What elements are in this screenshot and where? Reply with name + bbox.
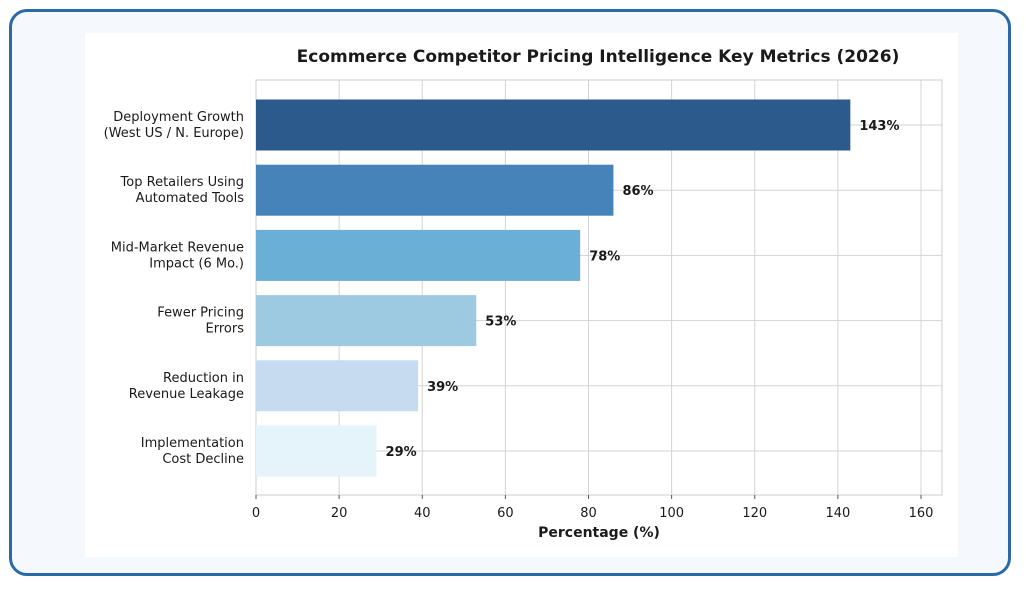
bar <box>256 99 851 151</box>
plot-area <box>255 79 943 496</box>
y-category-label-line: Top Retailers Using <box>120 175 244 190</box>
y-category-label-line: Automated Tools <box>136 191 245 206</box>
bar <box>256 295 477 347</box>
bar <box>256 229 581 281</box>
y-category-label-line: Revenue Leakage <box>129 387 244 402</box>
x-tick-label: 100 <box>659 506 684 521</box>
y-category-label: Top Retailers Using Automated Tools <box>120 175 245 206</box>
y-category-label: Fewer Pricing Errors <box>157 306 244 337</box>
y-category-label-line: Implementation <box>141 436 244 451</box>
bar-value-label: 78% <box>589 249 620 264</box>
x-tick-label: 80 <box>580 506 597 521</box>
y-category-label: Mid-Market Revenue Impact (6 Mo.) <box>111 240 244 271</box>
x-tick-label: 120 <box>742 506 767 521</box>
bar-value-label: 86% <box>622 184 653 199</box>
x-tick-label: 0 <box>252 506 260 521</box>
x-axis-label: Percentage (%) <box>538 525 660 541</box>
y-category-label: Implementation Cost Decline <box>141 436 244 467</box>
bar-value-label: 53% <box>485 315 516 330</box>
y-category-label: Reduction in Revenue Leakage <box>129 371 244 402</box>
bar <box>256 360 419 412</box>
x-tick-label: 160 <box>909 506 934 521</box>
bar <box>256 425 377 477</box>
bar-value-label: 29% <box>386 445 417 460</box>
x-tick-label: 20 <box>331 506 348 521</box>
bars: 143% 86% 78% 53% 39% 29% <box>256 99 900 477</box>
y-category-label-line: Impact (6 Mo.) <box>149 256 244 271</box>
x-tick-label: 140 <box>825 506 850 521</box>
x-tick-label: 40 <box>414 506 431 521</box>
y-category-label-line: Mid-Market Revenue <box>111 240 244 255</box>
y-category-label-line: Fewer Pricing <box>157 306 244 321</box>
bar-value-label: 143% <box>859 119 899 134</box>
x-axis-ticks: 0 20 40 60 80 100 120 140 160 <box>252 495 934 521</box>
chart-title: Ecommerce Competitor Pricing Intelligenc… <box>297 47 900 67</box>
y-category-label-line: (West US / N. Europe) <box>104 126 244 141</box>
x-tick-label: 60 <box>497 506 514 521</box>
y-category-label-line: Cost Decline <box>162 452 244 467</box>
y-category-label: Deployment Growth (West US / N. Europe) <box>104 110 244 141</box>
bar <box>256 164 614 216</box>
y-axis-labels: Deployment Growth (West US / N. Europe) To… <box>104 110 245 467</box>
y-category-label-line: Reduction in <box>163 371 244 386</box>
bar-value-label: 39% <box>427 380 458 395</box>
y-category-label-line: Errors <box>206 322 245 337</box>
y-category-label-line: Deployment Growth <box>113 110 244 125</box>
